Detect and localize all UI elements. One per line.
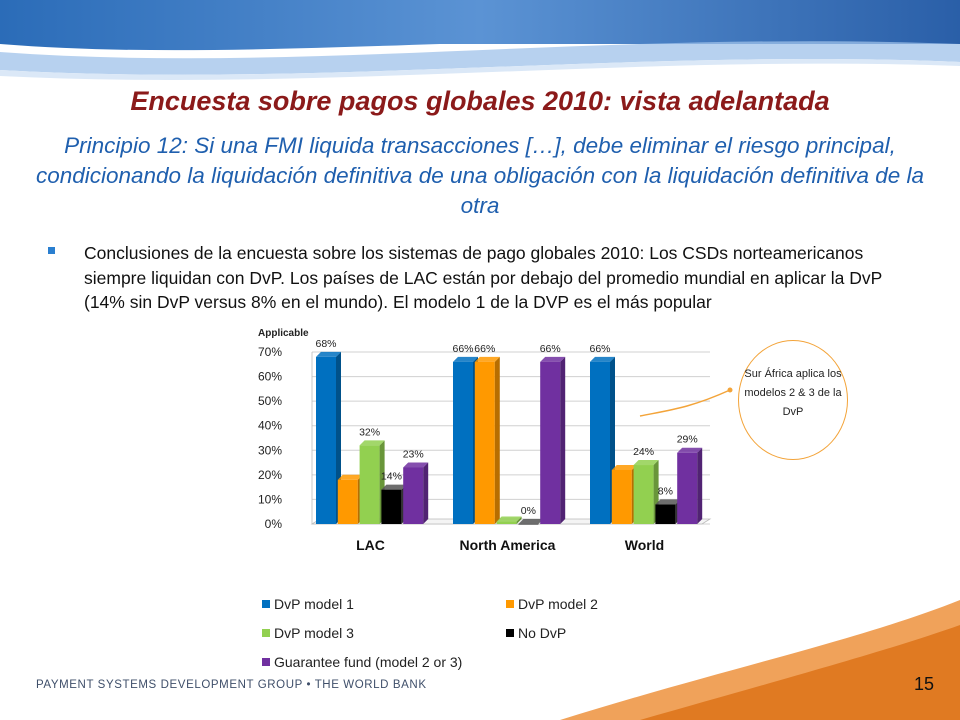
bullet-square-icon	[48, 247, 55, 254]
bullet-text: Conclusiones de la encuesta sobre los si…	[84, 243, 883, 312]
bar-top	[316, 351, 341, 357]
bar-top	[590, 356, 615, 362]
bar-guarantee-fund-model-2-or-3--north-america	[540, 361, 561, 524]
bar-no-dvp-lac	[381, 489, 402, 524]
y-tick-label: 70%	[258, 345, 282, 359]
data-label: 23%	[403, 448, 424, 460]
bar-side	[516, 516, 522, 524]
bar-side	[560, 356, 566, 524]
y-tick-label: 10%	[258, 492, 282, 506]
x-category-label: LAC	[356, 537, 385, 553]
chart-top-label: Applicable	[258, 328, 309, 339]
chart-axis: 0% 10% 20% 30% 40% 50% 60% 70% LAC North America W…	[258, 345, 664, 553]
legend-item-dvp-model-2: DvP model 2	[506, 596, 598, 612]
callout-bubble: Sur África aplica los modelos 2 & 3 de l…	[738, 340, 848, 460]
data-label: 66%	[589, 343, 610, 355]
y-tick-label: 60%	[258, 370, 282, 384]
bar-top	[655, 499, 681, 505]
bar-no-dvp-world	[655, 504, 676, 524]
bar-top	[403, 462, 429, 468]
bar-top	[633, 460, 659, 466]
bar-dvp-model-2-world	[611, 469, 632, 524]
header-banner	[0, 0, 960, 80]
legend-item-guarantee-fund: Guarantee fund (model 2 or 3)	[262, 654, 462, 670]
bar-top	[677, 447, 703, 453]
legend-label: No DvP	[518, 625, 567, 641]
data-label: 8%	[658, 485, 673, 497]
bar-dvp-model-1-world	[590, 361, 610, 524]
callout-text: Sur África aplica los modelos 2 & 3 de l…	[744, 368, 842, 418]
bar-dvp-model-1-lac	[316, 356, 336, 524]
data-label: 66%	[474, 343, 495, 355]
slide-subtitle: Principio 12: Si una FMI liquida transac…	[35, 133, 925, 218]
legend-label: Guarantee fund (model 2 or 3)	[274, 654, 463, 670]
bar-side	[494, 356, 500, 524]
bar-guarantee-fund-model-2-or-3--lac	[403, 467, 424, 524]
bar-top	[611, 464, 637, 470]
x-category-label: World	[625, 537, 664, 553]
legend-swatch	[262, 629, 270, 637]
data-label: 66%	[540, 343, 561, 355]
page-number: 15	[914, 674, 935, 694]
y-tick-label: 30%	[258, 443, 282, 457]
legend-label: DvP model 3	[274, 625, 354, 641]
callout-connector	[639, 387, 733, 417]
footer-wave	[560, 600, 960, 720]
y-tick-label: 20%	[258, 468, 282, 482]
bar-side	[697, 447, 703, 524]
legend-item-dvp-model-1: DvP model 1	[262, 596, 354, 612]
bar-dvp-model-3-world	[633, 465, 654, 524]
bar-top	[496, 516, 522, 522]
bar-top	[359, 440, 385, 446]
bar-no-dvp-north-america	[518, 524, 539, 525]
chart-bars	[316, 351, 703, 525]
bar-top	[540, 356, 566, 362]
bar-dvp-model-2-north-america	[474, 361, 495, 524]
x-category-label: North America	[460, 537, 556, 553]
data-label: 0%	[521, 505, 536, 517]
chart-legend: DvP model 1 DvP model 2 DvP model 3 No D…	[262, 596, 682, 676]
y-tick-label: 40%	[258, 419, 282, 433]
bar-dvp-model-3-north-america	[496, 521, 517, 524]
y-tick-label: 0%	[265, 517, 283, 531]
legend-label: DvP model 2	[518, 596, 598, 612]
bar-dvp-model-1-north-america	[453, 361, 473, 524]
footer-text: PAYMENT SYSTEMS DEVELOPMENT GROUP • THE …	[36, 679, 427, 691]
legend-label: DvP model 1	[274, 596, 354, 612]
bar-guarantee-fund-model-2-or-3--world	[677, 452, 698, 524]
legend-swatch	[262, 658, 270, 666]
legend-swatch	[506, 600, 514, 608]
bar-dvp-model-2-lac	[337, 479, 358, 524]
legend-item-no-dvp: No DvP	[506, 625, 566, 641]
data-label: 14%	[381, 471, 402, 483]
bar-top	[453, 356, 478, 362]
bar-side	[423, 462, 429, 524]
bar-top	[337, 474, 363, 480]
bar-top	[518, 519, 544, 524]
data-label: 29%	[677, 434, 698, 446]
legend-swatch	[506, 629, 514, 637]
data-label: 68%	[315, 338, 336, 350]
bar-dvp-model-3-lac	[359, 445, 380, 524]
y-tick-label: 50%	[258, 394, 282, 408]
bar-top	[381, 484, 407, 490]
data-label: 66%	[452, 343, 473, 355]
data-label: 32%	[359, 426, 380, 438]
slide-title: Encuesta sobre pagos globales 2010: vist…	[130, 86, 830, 116]
legend-swatch	[262, 600, 270, 608]
data-label: 24%	[633, 446, 654, 458]
legend-item-dvp-model-3: DvP model 3	[262, 625, 354, 641]
bar-top	[474, 356, 500, 362]
